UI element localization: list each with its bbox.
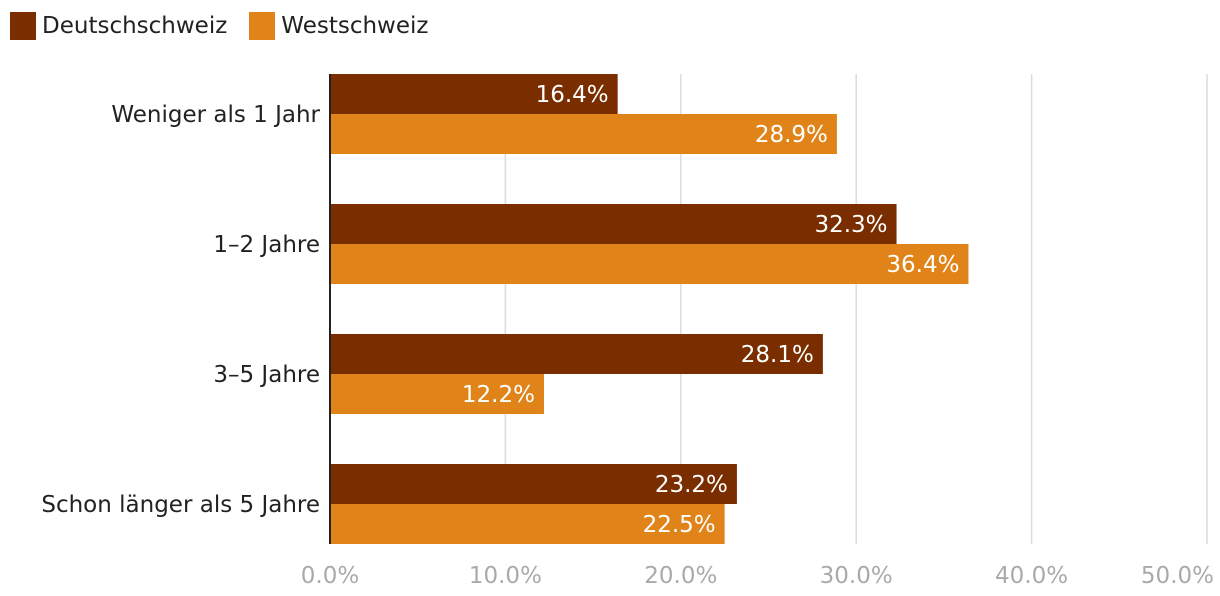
bar [330, 504, 725, 544]
data-label: 16.4% [536, 82, 609, 108]
data-label: 32.3% [814, 212, 887, 238]
bar [330, 204, 897, 244]
legend-item-deutschschweiz: Deutschschweiz [10, 12, 227, 40]
category-label: Weniger als 1 Jahr [111, 102, 320, 128]
x-tick-label: 0.0% [301, 563, 359, 589]
bar [330, 374, 544, 414]
data-label: 23.2% [655, 472, 728, 498]
x-tick-label: 10.0% [469, 563, 542, 589]
bar [330, 334, 823, 374]
data-label: 22.5% [643, 512, 716, 538]
x-tick-label: 20.0% [644, 563, 717, 589]
x-tick-label: 50.0% [1141, 563, 1214, 589]
legend: Deutschschweiz Westschweiz [10, 12, 450, 40]
legend-swatch-westschweiz [249, 12, 276, 40]
category-label: 3–5 Jahre [213, 362, 320, 388]
legend-label-westschweiz: Westschweiz [281, 13, 429, 39]
category-label: 1–2 Jahre [213, 232, 320, 258]
bar [330, 464, 737, 504]
x-tick-label: 40.0% [995, 563, 1068, 589]
data-label: 28.1% [741, 342, 814, 368]
bar [330, 244, 969, 284]
bar [330, 74, 618, 114]
category-label: Schon länger als 5 Jahre [41, 492, 320, 518]
data-label: 12.2% [462, 382, 535, 408]
data-label: 28.9% [755, 122, 828, 148]
x-tick-label: 30.0% [820, 563, 893, 589]
bar [330, 114, 837, 154]
legend-item-westschweiz: Westschweiz [249, 12, 428, 40]
data-label: 36.4% [886, 252, 959, 278]
legend-label-deutschschweiz: Deutschschweiz [42, 13, 228, 39]
legend-swatch-deutschschweiz [10, 12, 36, 40]
